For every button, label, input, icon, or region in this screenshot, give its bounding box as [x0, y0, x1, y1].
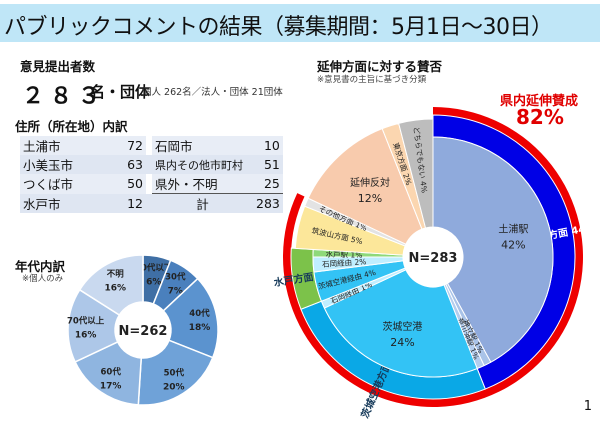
- age-heading: 年代内訳: [15, 259, 66, 274]
- address-value: 72: [120, 136, 146, 155]
- address-label: 県内その他市町村: [152, 155, 253, 174]
- inner-ring-value: 42%: [501, 238, 525, 251]
- age-note: ※個人のみ: [22, 274, 64, 284]
- age-pie-center-label: N=262: [119, 324, 168, 339]
- age-slice-label: 30代: [165, 271, 186, 282]
- address-value: 12: [120, 193, 146, 213]
- age-slice-value: 18%: [189, 323, 211, 333]
- age-slice-label: 40代: [189, 308, 210, 319]
- address-label: 石岡市: [152, 136, 253, 155]
- sunburst-center-label: N=283: [409, 251, 458, 266]
- inner-ring-value: 24%: [390, 336, 414, 349]
- submitters-heading: 意見提出者数: [20, 59, 96, 74]
- table-row: つくば市 50 県外・不明 25: [20, 174, 283, 194]
- address-value: 10: [253, 136, 283, 155]
- age-slice-label: 不明: [107, 270, 125, 280]
- table-row: 小美玉市 63 県内その他市町村 51: [20, 155, 283, 174]
- sunburst-center: [403, 227, 463, 287]
- inner-ring-label: 延伸反対: [350, 176, 390, 189]
- callout-label: 県内延伸賛成: [500, 94, 579, 109]
- age-slice-label: 60代: [101, 367, 122, 378]
- address-label: 水戸市: [20, 193, 120, 213]
- direction-note: ※意見書の主旨に基づき分類: [317, 75, 427, 85]
- inner-ring-label: 水戸駅 1%: [325, 249, 362, 260]
- age-slice-value: 6%: [146, 278, 161, 288]
- age-slice-label: 70代以上: [67, 315, 105, 326]
- submitters-detail: 個人 262名／法人・団体 21団体: [142, 87, 283, 98]
- address-total-value: 283: [253, 193, 283, 213]
- table-row: 土浦市 72 石岡市 10: [20, 136, 283, 155]
- address-label: つくば市: [20, 174, 120, 194]
- inner-ring-label: 石岡経由 2%: [322, 256, 367, 269]
- address-heading: 住所（所在地）内訳: [15, 119, 128, 134]
- title-bar: パブリックコメントの結果（募集期間：5月1日～30日）: [0, 4, 600, 42]
- age-pie-chart: 20代以下 6% 30代 7% 40代 18% 50代 20% 60代 17% 70代以上 16% 不明…: [67, 254, 219, 406]
- page-title: パブリックコメントの結果（募集期間：5月1日～30日）: [4, 15, 553, 40]
- age-slice-label: 50代: [164, 368, 185, 379]
- inner-ring-value: 12%: [358, 192, 382, 205]
- submitters-total: ２８３: [22, 84, 107, 109]
- address-value: 25: [253, 174, 283, 194]
- address-table: 土浦市 72 石岡市 10 小美玉市 63 県内その他市町村 51 つくば市 5…: [20, 136, 283, 213]
- submitters-unit: 名・団体: [90, 83, 151, 101]
- direction-heading: 延伸方面に対する賛否: [317, 59, 443, 74]
- callout-value: 82%: [516, 105, 564, 129]
- inner-ring-label: 茨城空港: [382, 320, 422, 333]
- inner-ring-label: 土浦駅: [498, 222, 528, 235]
- address-value: 51: [253, 155, 283, 174]
- age-slice-value: 16%: [75, 330, 97, 340]
- address-total-label: 計: [152, 193, 253, 213]
- age-slice-value: 16%: [105, 284, 127, 294]
- address-value: 50: [120, 174, 146, 194]
- age-pie-center: [115, 302, 171, 358]
- age-slice-label: 20代以下: [135, 263, 173, 274]
- table-row: 水戸市 12 計 283: [20, 193, 283, 213]
- address-label: 土浦市: [20, 136, 120, 155]
- address-value: 63: [120, 155, 146, 174]
- page-number: 1: [583, 399, 592, 414]
- age-slice-value: 20%: [163, 383, 185, 393]
- age-slice-value: 17%: [100, 382, 122, 392]
- address-label: 小美玉市: [20, 155, 120, 174]
- age-slice-value: 7%: [168, 286, 183, 296]
- address-label: 県外・不明: [152, 174, 253, 194]
